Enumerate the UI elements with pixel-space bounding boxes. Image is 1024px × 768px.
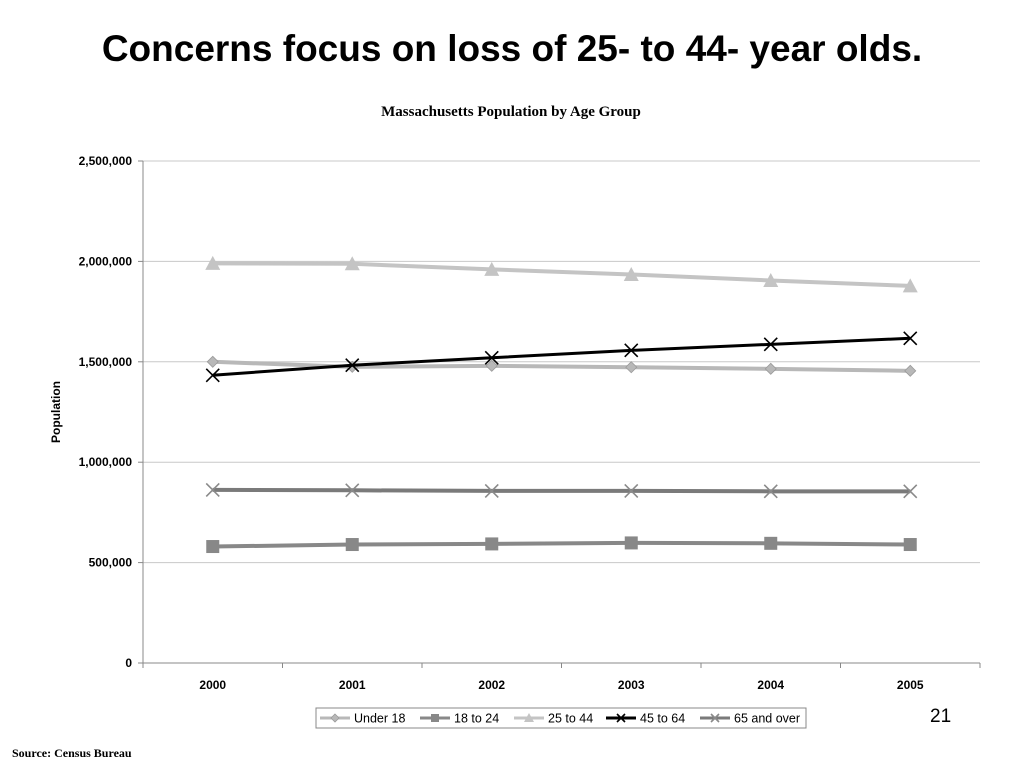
data-point: [205, 368, 220, 383]
legend: Under 18 18 to 24 25 to 44 45 to 64 65 and o…: [315, 707, 807, 729]
series-under-18: [206, 355, 917, 377]
legend-item: 18 to 24: [420, 712, 499, 726]
data-point: [624, 343, 639, 358]
legend-marker: [524, 713, 534, 722]
data-point: [623, 266, 639, 281]
legend-marker: [616, 713, 626, 723]
series-line: [212, 336, 911, 377]
legend-item: 65 and over: [700, 712, 800, 726]
x-tick-label: 2002: [478, 678, 505, 692]
y-tick-label: 1,500,000: [79, 355, 133, 369]
data-point: [903, 331, 918, 346]
series-65-and-over: [205, 482, 918, 499]
x-tick-label: 2004: [757, 678, 784, 692]
data-point: [764, 362, 777, 375]
series-45-to-64: [205, 331, 918, 383]
legend-label: Under 18: [354, 712, 405, 726]
series-layer: [205, 255, 918, 554]
data-point: [902, 278, 918, 293]
x-tick-label: 2005: [897, 678, 924, 692]
series-25-to-44: [205, 255, 918, 293]
axes: [142, 161, 980, 664]
series-line: [212, 261, 911, 288]
slide-title: Concerns focus on loss of 25- to 44- yea…: [101, 28, 923, 69]
data-point: [485, 537, 499, 551]
y-tick-label: 1,000,000: [79, 455, 133, 469]
data-point: [345, 483, 360, 498]
legend-marker: [710, 713, 720, 723]
data-point: [344, 256, 360, 271]
data-point: [763, 272, 779, 287]
chart-title: Massachusetts Population by Age Group: [381, 104, 641, 120]
y-axis-label: Population: [49, 381, 63, 443]
series-18-to-24: [206, 536, 917, 554]
legend-label: 18 to 24: [454, 712, 499, 726]
data-point: [763, 337, 778, 352]
legend-item: 45 to 64: [606, 712, 685, 726]
data-point: [624, 483, 639, 498]
page-number: 21: [930, 706, 952, 727]
data-point: [625, 361, 638, 374]
x-tick-label: 2000: [199, 678, 226, 692]
data-point: [764, 536, 778, 550]
series-line: [212, 487, 911, 494]
source-note: Source: Census Bureau: [12, 746, 132, 760]
legend-label: 25 to 44: [548, 712, 593, 726]
x-tick-label: 2003: [618, 678, 645, 692]
data-point: [484, 350, 499, 365]
legend-label: 45 to 64: [640, 712, 685, 726]
y-tick-label: 0: [125, 656, 132, 670]
legend-item: 25 to 44: [514, 712, 593, 726]
gridlines: [143, 160, 980, 564]
series-line: [212, 540, 911, 549]
data-point: [903, 538, 917, 552]
data-point: [206, 355, 219, 368]
y-tick-label: 500,000: [89, 556, 133, 570]
data-point: [763, 484, 778, 499]
data-point: [904, 364, 917, 377]
data-point: [484, 483, 499, 498]
data-point: [903, 484, 918, 499]
data-point: [485, 359, 498, 372]
x-axis-ticks: 2000 2001 2002 2003 2004 2005: [142, 663, 981, 692]
data-point: [206, 540, 220, 554]
data-point: [205, 482, 220, 497]
y-tick-label: 2,000,000: [79, 254, 133, 268]
data-point: [345, 538, 359, 552]
legend-box: [315, 707, 807, 729]
data-point: [205, 255, 221, 270]
legend-item: Under 18: [320, 712, 405, 726]
x-tick-label: 2001: [339, 678, 366, 692]
y-axis-ticks: 0 500,000 1,000,000 1,500,000 2,000,000 2,500…: [79, 154, 143, 670]
data-point: [345, 358, 360, 373]
y-tick-label: 2,500,000: [79, 154, 133, 168]
legend-marker: [330, 713, 340, 723]
legend-label: 65 and over: [734, 712, 800, 726]
legend-marker: [431, 714, 439, 722]
data-point: [484, 261, 500, 276]
data-point: [624, 536, 638, 550]
